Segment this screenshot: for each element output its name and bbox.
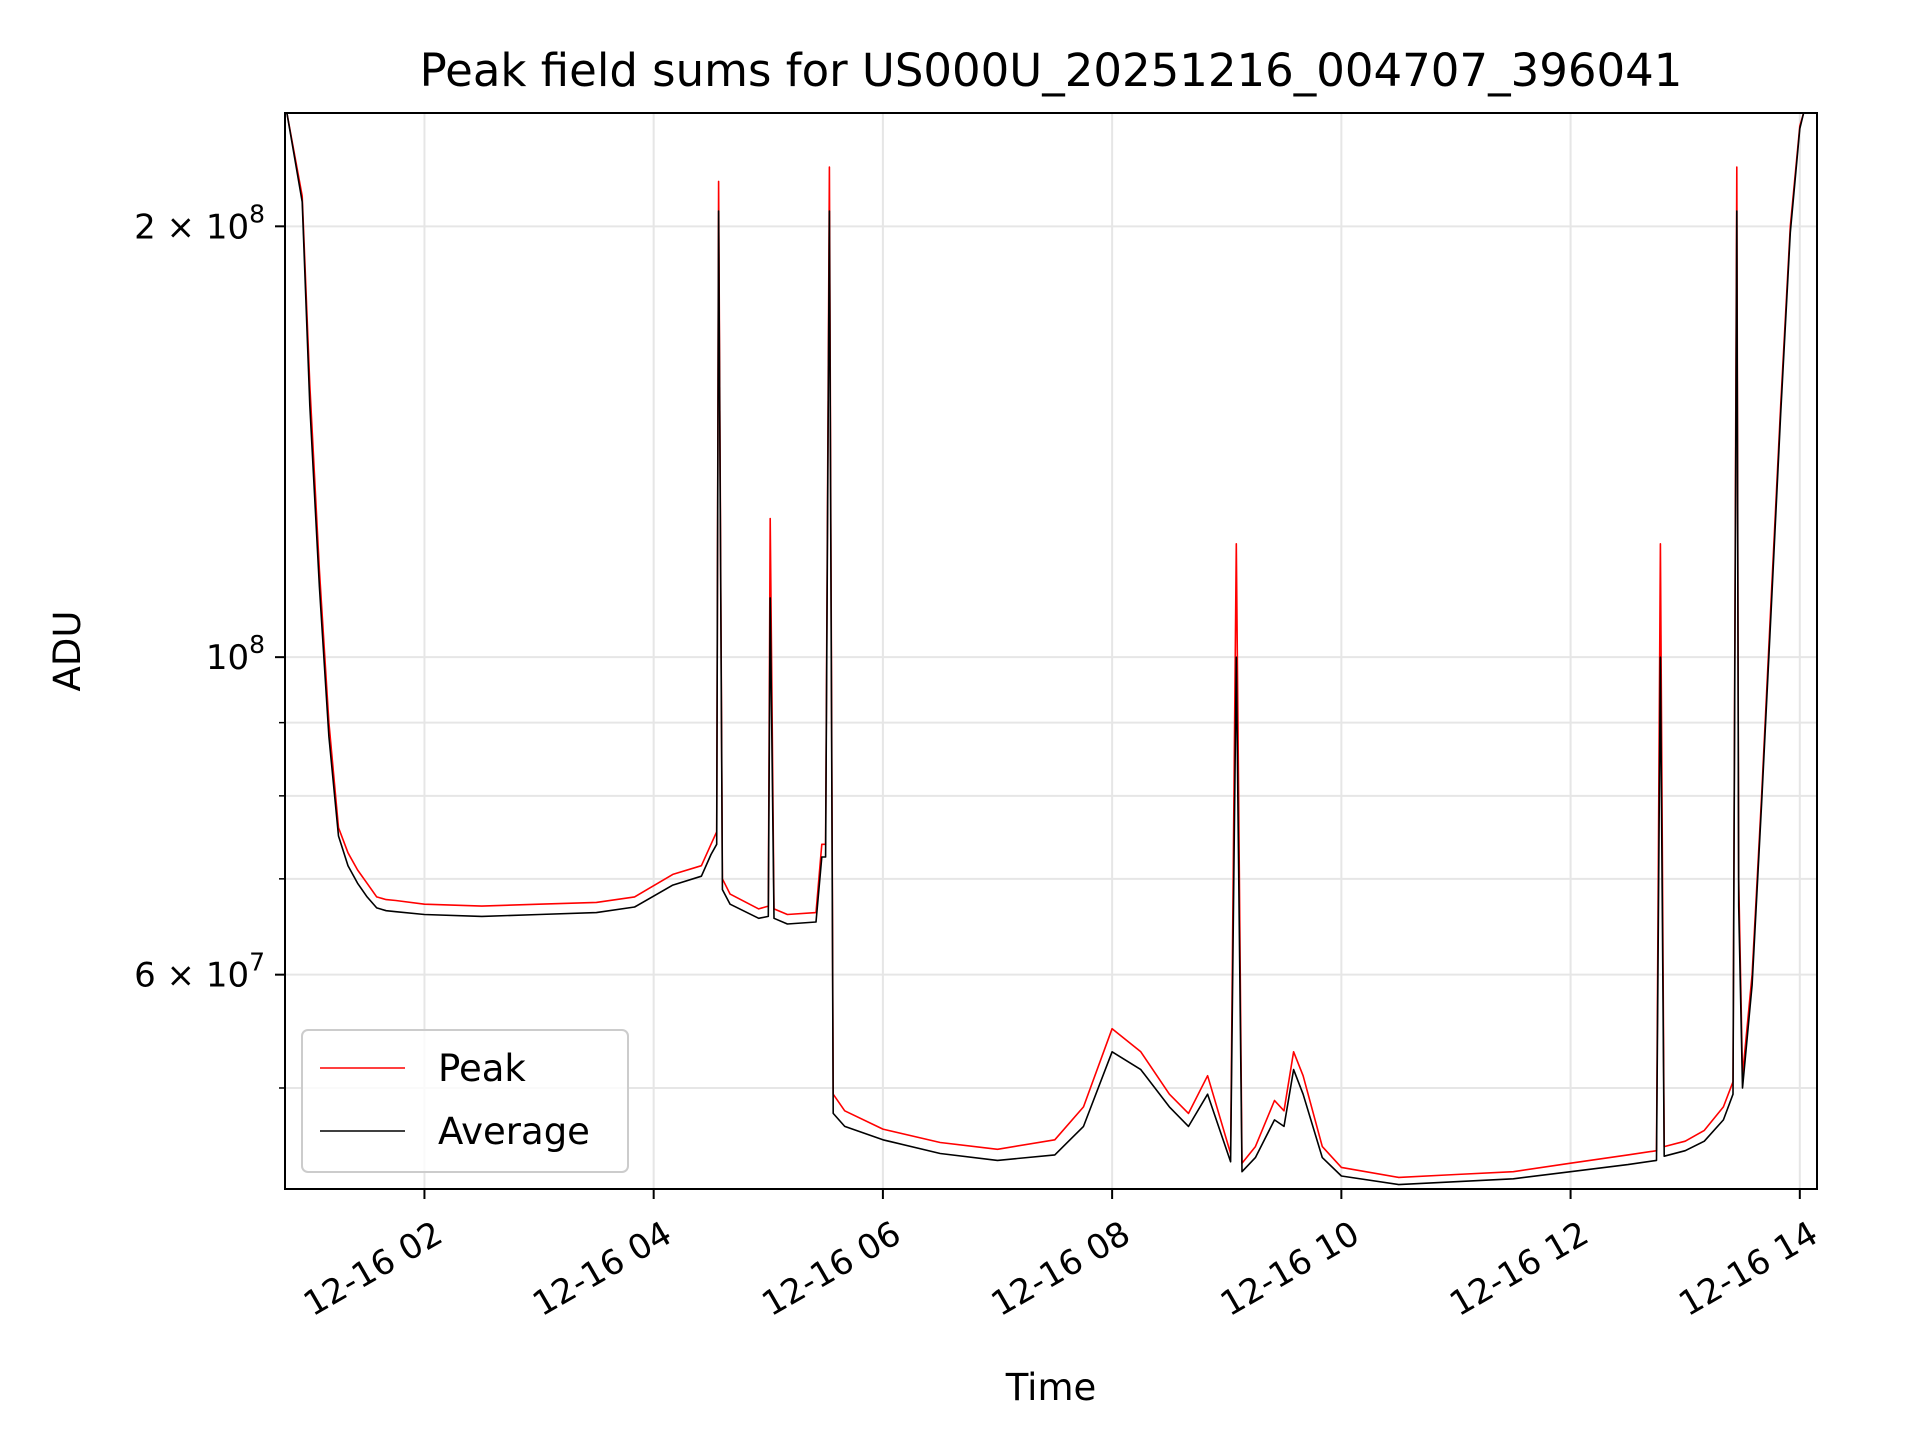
legend-label-average: Average — [438, 1110, 590, 1153]
series-line-average — [286, 113, 1805, 1186]
plot-area — [286, 113, 1805, 1186]
y-axis-label: ADU — [46, 611, 89, 692]
y-tick-label-exponent: 7 — [249, 948, 265, 977]
y-tick-label-exponent: 8 — [249, 199, 265, 228]
series-line-peak — [286, 113, 1805, 1179]
y-tick-label-base: 2 × 10 — [134, 207, 249, 247]
legend-box — [301, 1029, 629, 1173]
y-tick-label: 2 × 108 — [134, 199, 265, 247]
x-axis-label: Time — [1005, 1366, 1097, 1409]
axes-frame — [284, 112, 1818, 1190]
y-tick-label: 108 — [206, 630, 265, 678]
chart-title: Peak field sums for US000U_20251216_0047… — [420, 44, 1683, 97]
legend: Peak Average — [301, 1029, 629, 1173]
y-tick-label: 6 × 107 — [134, 948, 265, 996]
y-tick-label-base: 10 — [206, 638, 249, 678]
y-tick-label-exponent: 8 — [249, 630, 265, 659]
y-tick-label-base: 6 × 10 — [134, 956, 249, 996]
legend-label-peak: Peak — [438, 1047, 526, 1090]
